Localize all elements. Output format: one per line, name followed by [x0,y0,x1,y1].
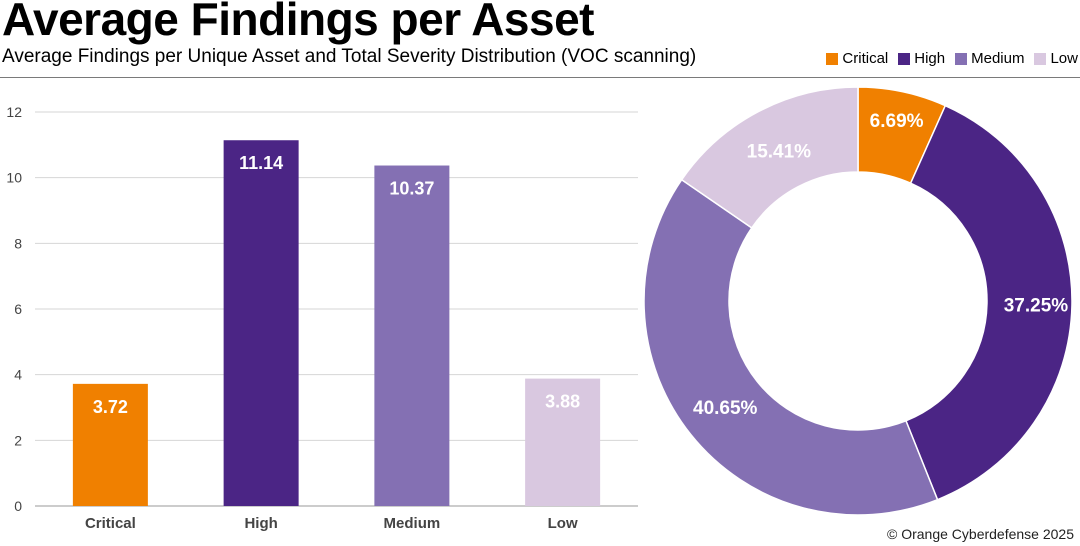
legend-item-critical: Critical [826,50,888,67]
bar-medium [374,165,450,507]
legend-label-low: Low [1050,50,1078,67]
y-tick-label-4: 4 [14,367,22,383]
bar-high [223,140,299,506]
y-tick-label-10: 10 [6,170,22,186]
x-tick-label-critical: Critical [85,515,136,532]
donut-value-label-high: 37.25% [1004,296,1069,317]
y-tick-label-8: 8 [14,235,22,251]
title-divider [0,77,1080,78]
chart-subtitle: Average Findings per Unique Asset and To… [2,46,697,67]
donut-slice-high [904,104,1073,501]
legend-label-high: High [914,50,946,67]
donut-slice-low [680,86,859,229]
chart-title: Average Findings per Asset [2,0,595,45]
legend-swatch-critical [826,52,839,65]
donut-value-label-low: 15.41% [747,142,812,163]
y-tick-label-6: 6 [14,301,22,317]
copyright-notice: © Orange Cyberdefense 2025 [887,526,1074,542]
y-tick-label-12: 12 [6,104,22,120]
bar-low [525,378,601,506]
bar-value-label-high: 11.14 [239,153,283,173]
bar-chart: 0 2 4 6 8 10 12 3.72 Critical 11.14 High 10.37 Mediu… [6,104,638,532]
legend-item-high: High [898,50,945,67]
donut-value-label-medium: 40.65% [693,398,758,419]
legend-swatch-high [898,52,911,65]
donut-value-label-critical: 6.69% [870,111,924,132]
bar-critical [72,383,148,506]
legend-swatch-medium [955,52,968,65]
legend-swatch-low [1034,52,1047,65]
x-tick-label-medium: Medium [384,515,441,532]
bar-value-label-low: 3.88 [545,392,580,412]
legend-label-critical: Critical [842,50,889,67]
legend-item-low: Low [1034,50,1078,67]
legend: Critical High Medium Low [826,50,1078,67]
x-tick-label-high: High [244,515,277,532]
donut-slice-medium [643,178,939,516]
legend-label-medium: Medium [971,50,1025,67]
y-tick-label-0: 0 [14,498,22,514]
bar-value-label-medium: 10.37 [389,179,434,199]
y-tick-label-2: 2 [14,432,22,448]
x-tick-label-low: Low [548,515,578,532]
legend-item-medium: Medium [955,50,1024,67]
bar-value-label-critical: 3.72 [93,397,128,417]
